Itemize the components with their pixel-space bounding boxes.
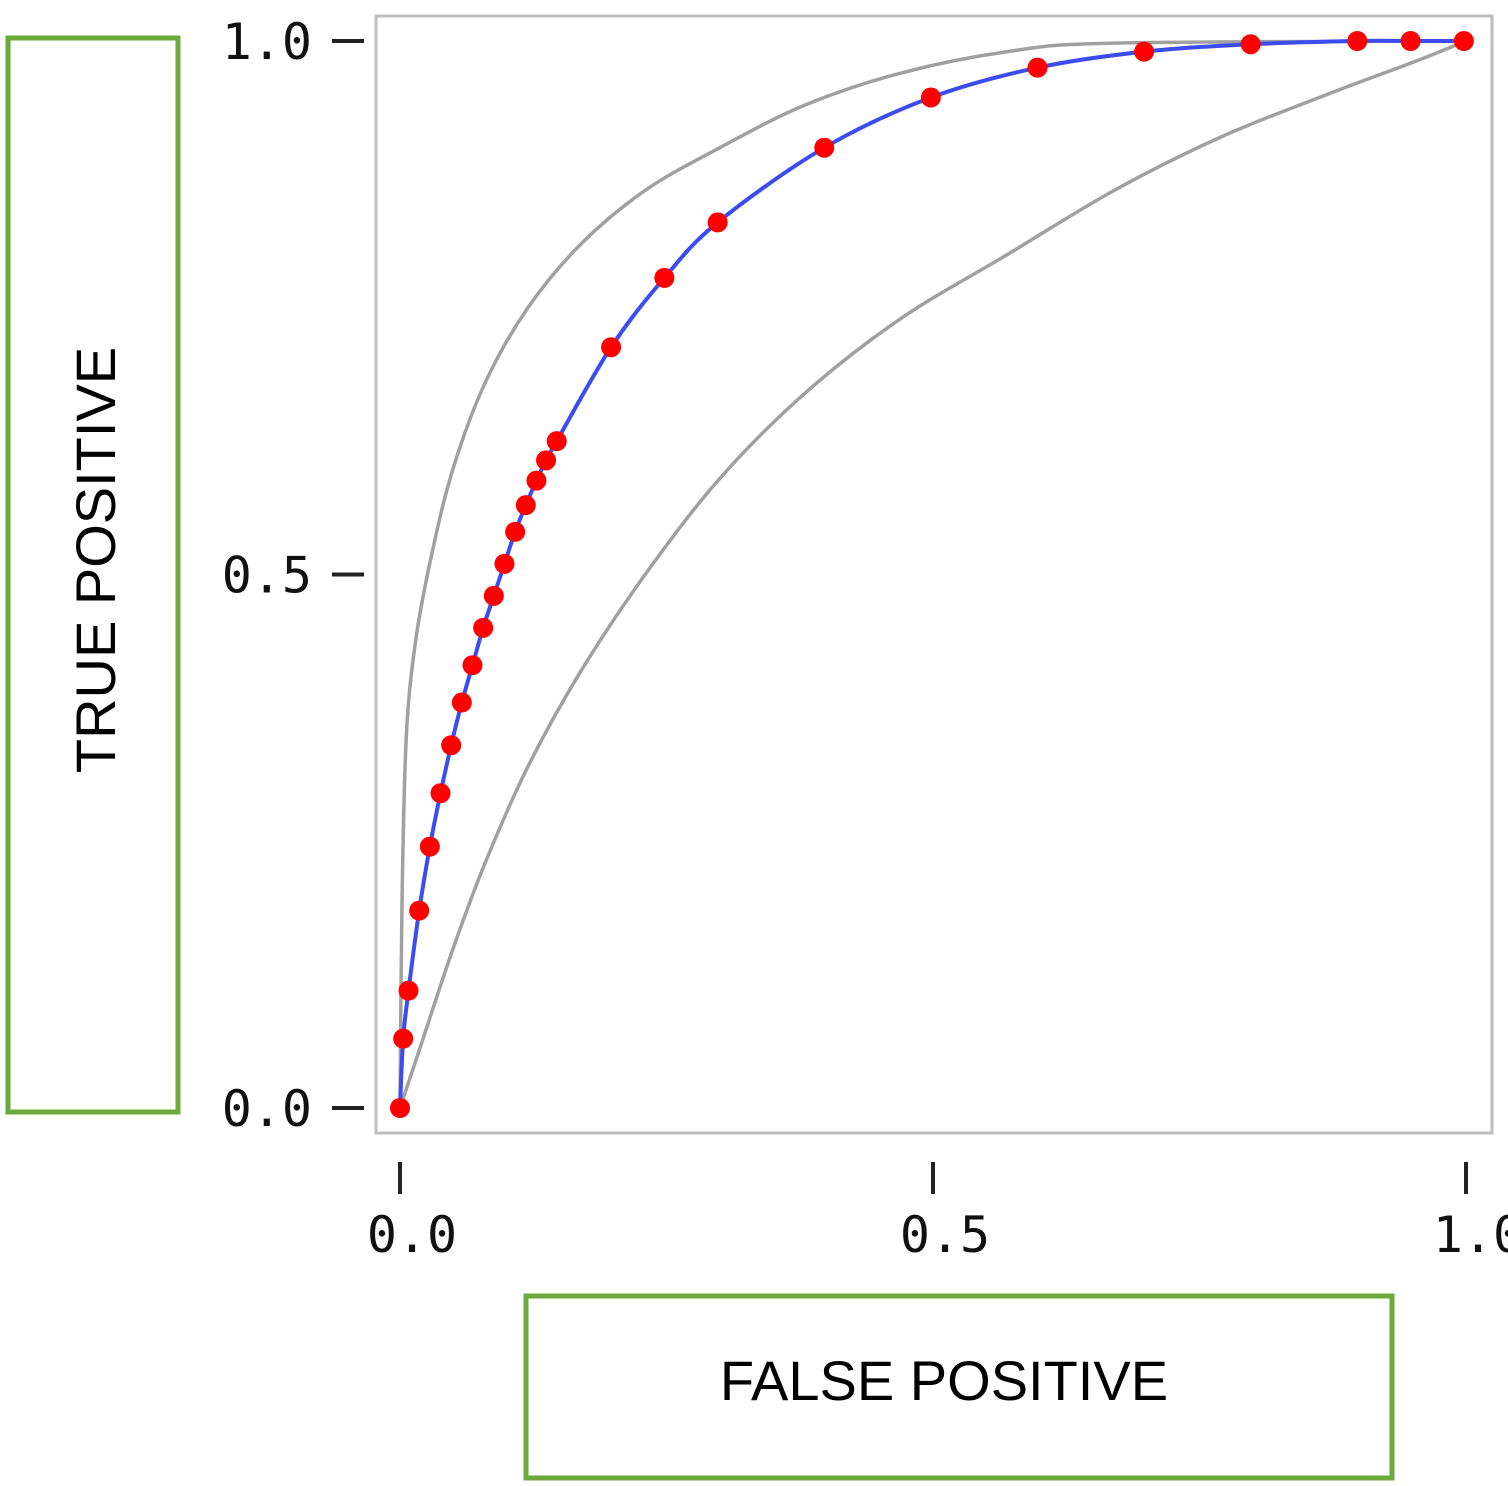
roc-point-8 <box>462 655 483 676</box>
roc-point-9 <box>473 617 494 638</box>
axis-ticks: 0.0 0.5 1.0 0.0 0.5 1.0 <box>222 13 1508 1264</box>
roc-point-22 <box>1027 57 1048 78</box>
x-tick-label-0: 0.0 <box>367 1206 457 1264</box>
roc-point-1 <box>393 1028 414 1049</box>
roc-point-18 <box>654 267 675 288</box>
x-axis-label-box <box>523 1293 1395 1481</box>
roc-point-10 <box>483 585 504 606</box>
roc-point-24 <box>1240 34 1261 55</box>
x-tick-label-2: 1.0 <box>1433 1206 1508 1264</box>
roc-point-7 <box>451 692 472 713</box>
roc-point-5 <box>430 783 451 804</box>
roc-points <box>390 31 1474 1118</box>
roc-point-26 <box>1400 31 1421 51</box>
roc-point-12 <box>505 521 526 542</box>
roc-point-21 <box>920 87 941 108</box>
confidence-bands <box>398 39 1467 1109</box>
roc-point-23 <box>1134 41 1155 62</box>
y-axis-label-box <box>5 35 181 1115</box>
roc-point-6 <box>441 735 462 756</box>
roc-point-2 <box>398 980 419 1001</box>
y-axis-label: TRUE POSITIVE <box>64 347 127 773</box>
roc-point-19 <box>707 212 728 233</box>
plot-frame <box>374 14 1494 1135</box>
roc-point-27 <box>1453 31 1474 51</box>
roc-point-25 <box>1347 31 1368 51</box>
roc-point-17 <box>601 337 622 358</box>
x-axis-label: FALSE POSITIVE <box>720 1349 1168 1412</box>
roc-series <box>398 38 1464 1109</box>
roc-point-4 <box>419 836 440 857</box>
roc-point-13 <box>515 495 536 516</box>
roc-point-11 <box>494 553 515 574</box>
roc-point-14 <box>526 470 547 491</box>
roc-point-20 <box>814 137 835 158</box>
lower-confidence-band <box>398 39 1467 1109</box>
roc-point-15 <box>536 450 557 471</box>
y-tick-label-1: 0.5 <box>222 547 312 605</box>
roc-point-16 <box>546 431 567 452</box>
x-tick-label-1: 0.5 <box>900 1206 990 1264</box>
roc-point-3 <box>409 900 430 921</box>
roc-point-0 <box>390 1098 410 1118</box>
y-tick-label-0: 0.0 <box>222 1080 312 1138</box>
upper-confidence-band <box>398 39 1467 1109</box>
roc-curve-line <box>398 38 1464 1109</box>
y-tick-label-2: 1.0 <box>222 13 312 71</box>
